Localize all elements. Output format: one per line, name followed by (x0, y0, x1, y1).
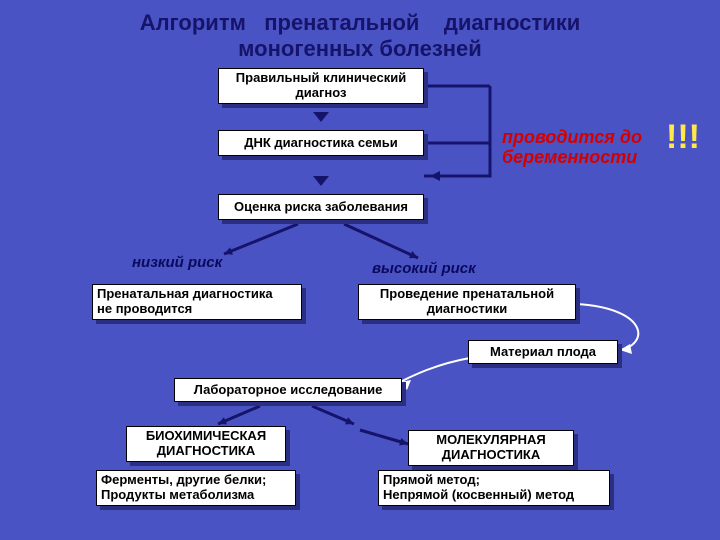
flow-box-b11: Прямой метод; Непрямой (косвенный) метод (378, 470, 610, 506)
risk-label-low: низкий риск (132, 254, 222, 271)
flow-box-b3: Оценка риска заболевания (218, 194, 424, 220)
risk-label-high: высокий риск (372, 260, 476, 277)
flow-box-b7: Лабораторное исследование (174, 378, 402, 402)
side-note: проводится до беременности (502, 128, 642, 168)
diagram-canvas: Алгоритм пренатальной диагностики моноге… (0, 0, 720, 540)
flow-box-b6: Материал плода (468, 340, 618, 364)
flow-box-b1: Правильный клинический диагноз (218, 68, 424, 104)
diagram-title: Алгоритм пренатальной диагностики моноге… (0, 10, 720, 62)
flow-box-b5: Проведение пренатальной диагностики (358, 284, 576, 320)
flow-box-b10: Ферменты, другие белки; Продукты метабол… (96, 470, 296, 506)
flow-box-b4: Пренатальная диагностика не проводится (92, 284, 302, 320)
flow-box-b2: ДНК диагностика семьи (218, 130, 424, 156)
flow-box-b9: МОЛЕКУЛЯРНАЯ ДИАГНОСТИКА (408, 430, 574, 466)
exclaim: !!! (666, 118, 700, 157)
flow-box-b8: БИОХИМИЧЕСКАЯ ДИАГНОСТИКА (126, 426, 286, 462)
